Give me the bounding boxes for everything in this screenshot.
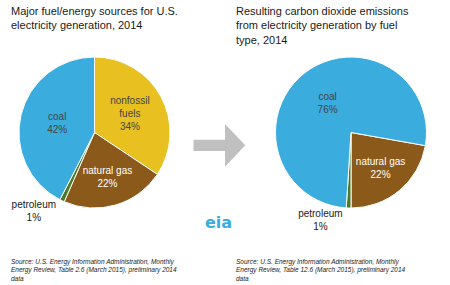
svg-text:natural gas22%: natural gas22% [356, 156, 405, 180]
svg-text:nonfossilfuels34%: nonfossilfuels34% [110, 95, 149, 132]
svg-text:coal42%: coal42% [47, 111, 67, 135]
svg-text:eia: eia [205, 213, 232, 232]
svg-text:coal76%: coal76% [318, 91, 338, 115]
svg-text:Source: U.S. Energy Informatio: Source: U.S. Energy Information Administ… [236, 258, 406, 282]
svg-text:petroleum1%: petroleum1% [12, 199, 56, 223]
svg-text:Source: U.S. Energy Informatio: Source: U.S. Energy Information Administ… [11, 258, 177, 282]
svg-text:natural gas22%: natural gas22% [83, 165, 132, 189]
svg-text:Resulting carbon dioxide emiss: Resulting carbon dioxide emissionsfrom e… [236, 5, 409, 46]
svg-text:Major fuel/energy sources for: Major fuel/energy sources for U.S.electr… [11, 5, 178, 31]
svg-text:petroleum1%: petroleum1% [298, 208, 342, 232]
